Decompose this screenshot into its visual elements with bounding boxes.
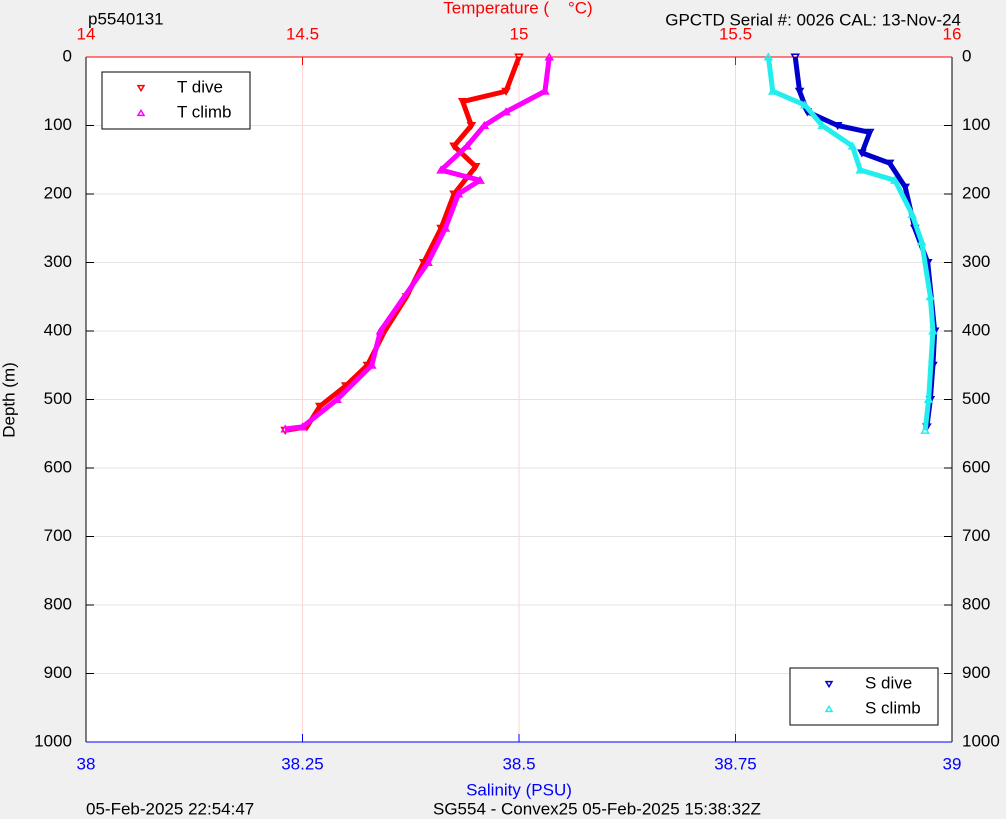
y2-tick-label: 1000 [962,731,1000,750]
legend-marker [824,680,834,689]
x2-tick-label: 14.5 [286,24,319,43]
y-tick-label: 900 [44,663,72,682]
y-tick-label: 0 [63,46,72,65]
data-point [332,394,342,404]
y2-tick-label: 400 [962,320,990,339]
data-point [479,120,490,130]
data-point [884,159,895,168]
data-point [857,149,867,158]
y-tick-label: 800 [44,594,72,613]
data-point [470,163,481,172]
data-point [855,165,866,174]
legend-label: S dive [865,673,912,692]
series-trace [284,56,552,432]
x-tick-label: 38 [77,754,96,773]
data-point [466,121,477,131]
data-point [864,128,875,137]
data-point [890,175,900,184]
data-point [900,183,911,192]
data-point [907,209,917,219]
footer-left: 05-Feb-2025 22:54:47 [86,799,254,818]
y-tick-label: 700 [44,526,72,545]
x-label: Salinity (PSU) [466,780,572,799]
y2-tick-label: 300 [962,252,990,271]
legend-marker [824,704,834,713]
data-point [375,326,386,335]
data-point [315,402,325,411]
x-tick-label: 38.75 [714,754,757,773]
data-point [453,189,464,198]
data-point [544,52,555,61]
y-tick-label: 200 [44,183,72,202]
data-point [925,292,936,301]
data-point [790,53,801,62]
y-tick-label: 600 [44,457,72,476]
data-point [366,360,377,369]
y-tick-label: 500 [44,389,72,408]
y-tick-label: 1000 [34,731,72,750]
y-tick-label: 400 [44,320,72,339]
y2-tick-label: 500 [962,389,990,408]
legend-label: S climb [865,698,921,717]
data-point [297,422,308,431]
data-point [501,107,511,116]
data-point [436,165,446,174]
legend-label: T dive [177,77,223,96]
data-point [916,237,927,246]
x2-tick-label: 15.5 [719,24,752,43]
y2-tick-label: 0 [962,46,971,65]
data-point [540,86,550,95]
data-point [928,326,938,335]
x-tick-label: 39 [943,754,962,773]
x2-tick-label: 14 [77,24,96,43]
y-tick-label: 100 [44,115,72,134]
data-point [794,87,805,96]
y2-tick-label: 900 [962,663,990,682]
data-point [799,100,810,109]
series-trace [765,56,936,431]
data-point [514,53,524,62]
data-point [501,87,511,96]
footer-center: SG554 - Convex25 05-Feb-2025 15:38:32Z [433,799,761,818]
data-point [280,424,290,433]
data-point [817,120,827,130]
y-label: Depth (m) [0,362,18,438]
title-left: p5540131 [88,9,164,28]
data-point [920,425,930,434]
x2-tick-label: 16 [943,24,962,43]
y2-tick-label: 700 [962,526,990,545]
y2-tick-label: 100 [962,115,990,134]
legend-label: T climb [177,102,231,121]
legend-box [789,667,939,726]
data-point [462,141,472,150]
data-point [440,223,451,232]
legend-box [101,71,251,130]
title-right: GPCTD Serial #: 0026 CAL: 13-Nov-24 [665,10,961,29]
x-tick-label: 38.25 [281,754,324,773]
data-point [923,394,934,404]
y-tick-label: 300 [44,252,72,271]
x2-label: Temperature ( °C) [443,0,592,17]
data-point [763,52,774,61]
legend-marker [136,108,146,117]
y2-tick-label: 600 [962,457,990,476]
legend-marker [136,84,146,93]
data-point [847,141,858,150]
x-tick-label: 38.5 [502,754,535,773]
x2-tick-label: 15 [510,24,529,43]
data-point [449,142,459,151]
data-point [457,97,468,107]
y2-tick-label: 800 [962,594,990,613]
data-point [475,175,485,184]
data-point [423,257,433,267]
y2-tick-label: 200 [962,183,990,202]
data-point [767,86,778,95]
series-trace [284,56,522,433]
data-point [832,121,843,131]
